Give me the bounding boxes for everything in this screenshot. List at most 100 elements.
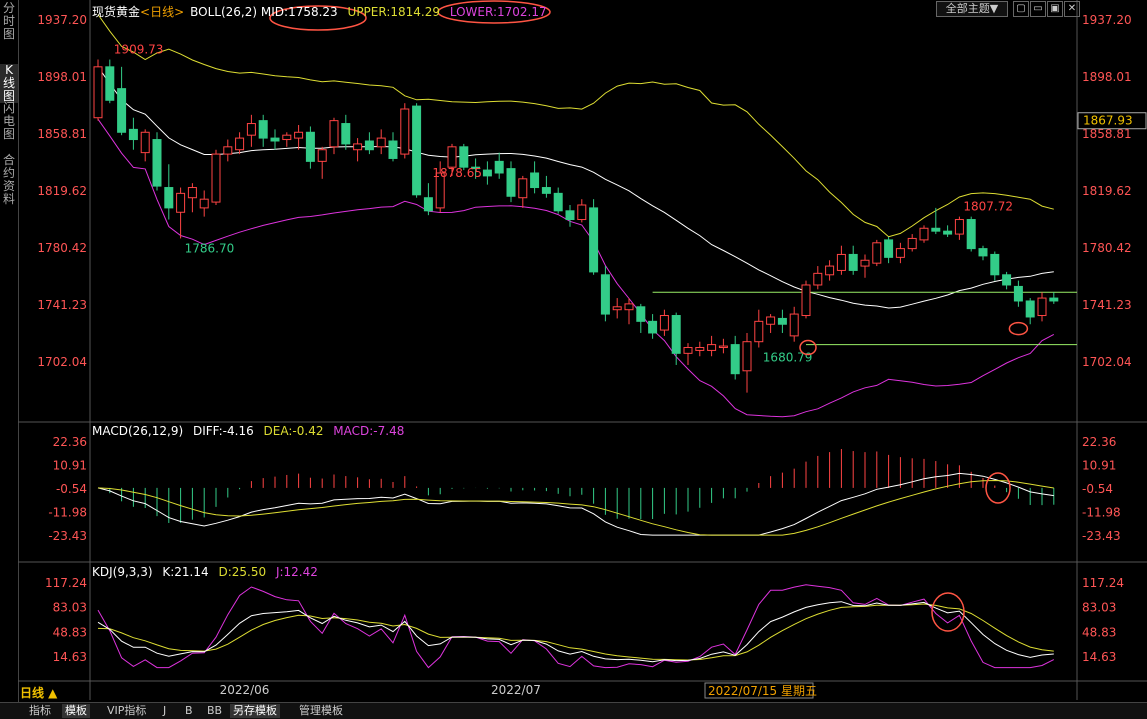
maximize-window-button[interactable]: ▣ xyxy=(1047,1,1063,17)
bottom-tab-2[interactable]: VIP指标 xyxy=(107,704,147,717)
period-switch[interactable]: 日线 ▲ xyxy=(20,686,58,700)
bottom-tab-1[interactable]: 模板 xyxy=(62,704,90,718)
boll-header: 现货黄金<日线> BOLL(26,2) MID:1758.23 UPPER:181… xyxy=(92,3,553,20)
macd-value: MACD:-7.48 xyxy=(333,424,405,438)
macd-axis-right-3: -11.98 xyxy=(1082,505,1121,519)
candle-body-33 xyxy=(482,169,492,177)
kdj-k-line xyxy=(97,601,1054,663)
candle-body-24 xyxy=(376,137,386,148)
price-axis-label-right-4: 1780.42 xyxy=(1082,241,1132,255)
extreme-label-0: 1909.73 xyxy=(114,43,164,57)
boll-lower: LOWER:1702.17 xyxy=(449,5,547,19)
candle-body-0 xyxy=(93,66,103,119)
bottom-toolbar: 指标 模板 VIP指标 J B BB 另存模板 管理模板 xyxy=(0,702,1147,719)
candle-body-57 xyxy=(766,316,776,325)
candle-body-44 xyxy=(612,306,622,311)
date-label-0: 2022/06 xyxy=(220,683,270,697)
candle-body-37 xyxy=(530,172,540,189)
price-axis-label-left-6: 1702.04 xyxy=(37,355,87,369)
boll-upper-line xyxy=(97,14,1054,238)
price-axis-label-left-5: 1741.23 xyxy=(37,298,87,312)
candle-body-5 xyxy=(152,139,162,187)
sidebar-tab-1[interactable]: K线图 xyxy=(0,64,18,103)
candle-body-59 xyxy=(789,313,799,337)
left-sidebar: 分时图 K线图 闪电图合约资料 xyxy=(0,0,19,718)
candle-body-60 xyxy=(801,284,811,317)
highlight-ellipse-kdj xyxy=(931,592,965,632)
candle-body-11 xyxy=(223,146,233,155)
price-axis-label-right-1: 1898.01 xyxy=(1082,70,1132,84)
candle-body-46 xyxy=(636,306,646,322)
candle-body-47 xyxy=(648,320,658,334)
candle-body-72 xyxy=(943,230,953,235)
restore-window-button[interactable]: ▢ xyxy=(1013,1,1029,17)
boll-title: BOLL(26,2) xyxy=(190,5,258,19)
bottom-tab-6[interactable]: 另存模板 xyxy=(230,704,280,718)
candle-body-58 xyxy=(777,317,787,325)
candle-body-53 xyxy=(718,345,728,349)
boll-lower-line xyxy=(97,118,1055,418)
boll-upper: UPPER:1814.29 xyxy=(347,5,441,19)
candle-body-27 xyxy=(412,105,422,196)
candle-body-12 xyxy=(235,137,245,151)
price-axis-label-left-1: 1898.01 xyxy=(37,70,87,84)
bottom-tab-7[interactable]: 管理模板 xyxy=(299,704,343,717)
bottom-tab-4[interactable]: B xyxy=(185,704,193,717)
macd-axis-left-0: 22.36 xyxy=(53,435,87,449)
candle-body-48 xyxy=(659,315,669,331)
candle-body-38 xyxy=(541,187,551,194)
candle-body-28 xyxy=(423,197,433,212)
price-axis-label-left-3: 1819.62 xyxy=(37,184,87,198)
extreme-label-1: 1786.70 xyxy=(185,241,235,255)
candle-body-43 xyxy=(600,274,610,315)
macd-header: MACD(26,12,9) DIFF:-4.16 DEA:-0.42 MACD:… xyxy=(92,424,410,438)
candle-body-30 xyxy=(447,146,457,168)
price-axis-label-left-2: 1858.81 xyxy=(37,127,87,141)
candle-body-76 xyxy=(990,253,1000,276)
kdj-title: KDJ(9,3,3) xyxy=(92,565,153,579)
candle-body-21 xyxy=(341,123,351,145)
candle-body-17 xyxy=(294,131,304,139)
candle-body-61 xyxy=(813,272,823,286)
sidebar-tab-3[interactable]: 合约资料 xyxy=(2,153,15,206)
price-axis-label-right-0: 1937.20 xyxy=(1082,13,1132,27)
bottom-tab-0[interactable]: 指标 xyxy=(29,704,51,717)
boll-mid-line xyxy=(97,66,1054,309)
price-axis-label-right-6: 1702.04 xyxy=(1082,355,1132,369)
candle-body-10 xyxy=(211,153,221,203)
macd-diff: DIFF:-4.16 xyxy=(192,424,254,438)
kdj-k: K:21.14 xyxy=(162,565,209,579)
candle-body-77 xyxy=(1002,274,1012,286)
bottom-tab-5[interactable]: BB xyxy=(207,704,223,717)
candle-body-40 xyxy=(565,210,575,221)
highlight-ellipse-candle-2 xyxy=(1008,321,1029,336)
candle-body-39 xyxy=(553,192,563,212)
candle-body-52 xyxy=(707,344,717,351)
extreme-label-2: 1878.65 xyxy=(432,166,482,180)
minimize-window-button[interactable]: ▭ xyxy=(1030,1,1046,17)
extreme-label-4: 1807.72 xyxy=(963,200,1013,214)
kdj-d: D:25.50 xyxy=(218,565,267,579)
candle-body-8 xyxy=(187,187,197,199)
macd-diff-line xyxy=(97,472,1054,536)
bottom-tab-3[interactable]: J xyxy=(163,704,167,717)
theme-select-button[interactable]: 全部主题▼ xyxy=(936,1,1008,17)
extreme-label-3: 1680.79 xyxy=(763,351,813,365)
kdj-header: KDJ(9,3,3) K:21.14 D:25.50 J:12.42 xyxy=(92,565,324,579)
candle-body-26 xyxy=(400,108,410,155)
sidebar-tab-2[interactable]: 闪电图 xyxy=(2,101,15,141)
kdj-axis-left-3: 14.63 xyxy=(53,650,87,664)
candle-body-41 xyxy=(577,204,587,221)
kdj-j-line xyxy=(97,584,1055,669)
candle-body-14 xyxy=(258,120,268,139)
macd-dea: DEA:-0.42 xyxy=(263,424,324,438)
macd-axis-right-0: 22.36 xyxy=(1082,435,1116,449)
sidebar-tab-0[interactable]: 分时图 xyxy=(2,1,15,41)
kdj-axis-right-2: 48.83 xyxy=(1082,625,1116,639)
candle-body-69 xyxy=(907,237,917,250)
close-window-button[interactable]: ✕ xyxy=(1064,1,1080,17)
candle-body-68 xyxy=(895,248,905,258)
kdj-axis-right-0: 117.24 xyxy=(1082,576,1124,590)
candle-body-63 xyxy=(836,253,846,271)
